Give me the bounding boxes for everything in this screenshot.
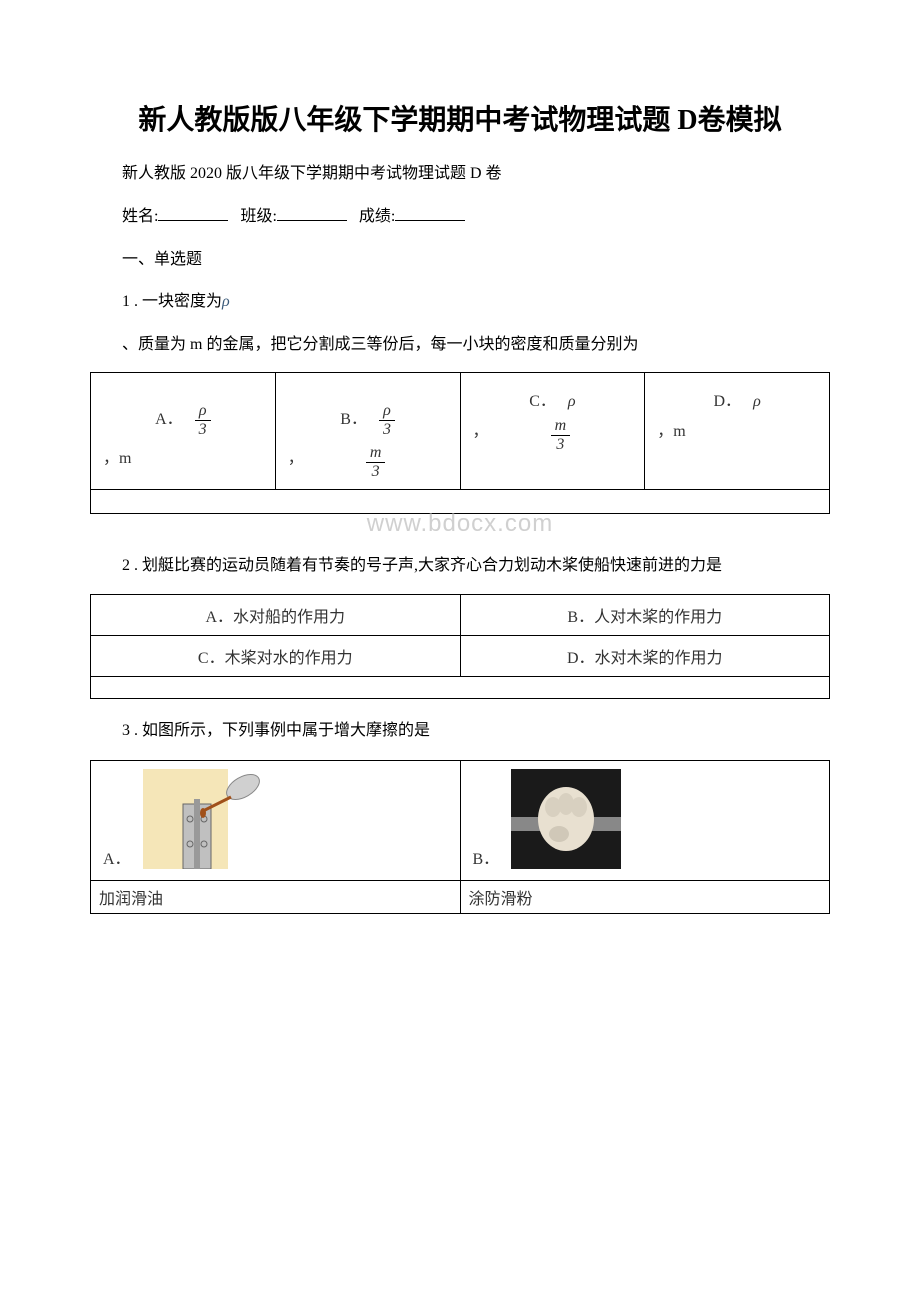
q1-empty-row <box>91 489 830 513</box>
q1-d-rho: ρ <box>753 393 761 410</box>
q1-continuation: 、质量为 m 的金属，把它分割成三等份后，每一小块的密度和质量分别为 <box>90 331 830 360</box>
q1-d-bottom: ，m <box>657 417 817 441</box>
fist-icon <box>511 769 621 869</box>
q1-c-label: C． <box>529 393 556 410</box>
q1-b-m-den: 3 <box>366 463 386 481</box>
class-blank <box>277 220 347 221</box>
q3-option-a-cell: A． <box>91 761 461 881</box>
q1-option-c: C． ρ ， m3 <box>460 372 645 489</box>
q3-a-label: A． <box>103 851 131 868</box>
q1-b-prefix: ， <box>288 444 304 468</box>
q2-option-a: A．水对船的作用力 <box>91 595 461 636</box>
q2-option-d: D．水对木桨的作用力 <box>460 636 830 677</box>
page-title: 新人教版版八年级下学期期中考试物理试题 D卷模拟 <box>90 100 830 142</box>
q2-option-c: C．木桨对水的作用力 <box>91 636 461 677</box>
q2-empty-row <box>91 677 830 699</box>
q3-stem: 3 . 如图所示，下列事例中属于增大摩擦的是 <box>90 717 830 746</box>
q1-c-bottom: ， m3 <box>473 417 633 453</box>
q1-c-prefix: ， <box>473 417 489 441</box>
q3-options-table: A． B． <box>90 760 830 914</box>
rho-symbol: ρ <box>222 293 230 310</box>
q1-a-bottom: ，m <box>103 444 263 468</box>
q1-option-b: B． ρ3 ， m3 <box>275 372 460 489</box>
q1-d-label: D． <box>714 393 742 410</box>
q1-b-m-num: m <box>366 444 386 463</box>
name-label: 姓名: <box>122 208 158 225</box>
q1-stem: 1 . 一块密度为ρ <box>90 288 830 317</box>
q1-b-label: B． <box>340 405 367 429</box>
score-label: 成绩: <box>359 208 395 225</box>
q3-option-b-cell: B． <box>460 761 830 881</box>
q3-b-label: B． <box>473 851 500 868</box>
q1-c-m-den: 3 <box>551 436 571 454</box>
section-header: 一、单选题 <box>90 246 830 275</box>
q3-a-caption: 加润滑油 <box>91 881 461 914</box>
watermark: www.bdocx.com <box>90 510 830 538</box>
q1-option-a: A． ρ3 ，m <box>91 372 276 489</box>
subtitle: 新人教版 2020 版八年级下学期期中考试物理试题 D 卷 <box>90 160 830 189</box>
q2-stem: 2 . 划艇比赛的运动员随着有节奏的号子声,大家齐心合力划动木桨使船快速前进的力… <box>90 552 830 581</box>
q3-b-caption: 涂防滑粉 <box>460 881 830 914</box>
q1-a-frac-den: 3 <box>195 421 211 439</box>
q1-b-frac-num: ρ <box>379 402 395 421</box>
info-line: 姓名: 班级: 成绩: <box>90 203 830 232</box>
score-blank <box>395 220 465 221</box>
q1-c-rho: ρ <box>568 393 576 410</box>
class-label: 班级: <box>240 208 276 225</box>
q2-option-b: B．人对木桨的作用力 <box>460 595 830 636</box>
q1-b-bottom: ， m3 <box>288 444 448 480</box>
q1-stem-text: 1 . 一块密度为 <box>122 293 222 310</box>
name-blank <box>158 220 228 221</box>
q1-b-frac-den: 3 <box>379 421 395 439</box>
q1-options-table: A． ρ3 ，m B． ρ3 ， m3 C． ρ ， m3 <box>90 372 830 514</box>
hinge-icon <box>143 769 273 869</box>
q2-options-table: A．水对船的作用力 B．人对木桨的作用力 C．木桨对水的作用力 D．水对木桨的作… <box>90 594 830 699</box>
q1-a-label: A． <box>155 405 183 429</box>
q1-a-frac-num: ρ <box>195 402 211 421</box>
q1-option-d: D． ρ ，m <box>645 372 830 489</box>
q1-c-m-num: m <box>551 417 571 436</box>
